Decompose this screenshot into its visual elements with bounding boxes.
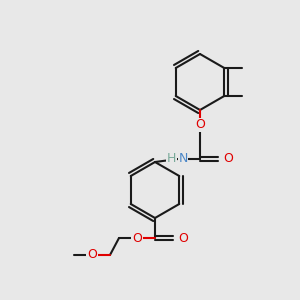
Text: H: H xyxy=(167,152,176,166)
Text: O: O xyxy=(87,248,97,262)
Text: O: O xyxy=(178,232,188,244)
Text: O: O xyxy=(132,232,142,244)
Text: O: O xyxy=(195,118,205,131)
Text: O: O xyxy=(223,152,233,166)
Text: N: N xyxy=(178,152,188,166)
